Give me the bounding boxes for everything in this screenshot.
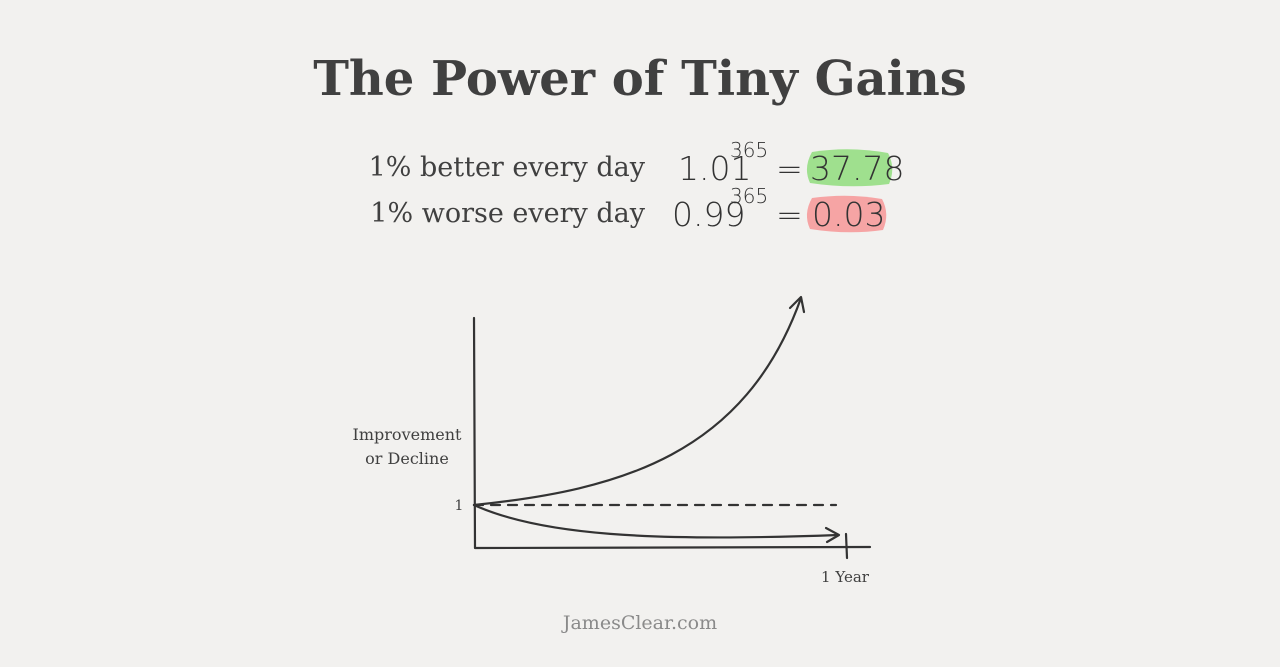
equation-equals: = — [776, 196, 803, 234]
baseline-label: 1 — [455, 498, 464, 514]
y-label: Improvement — [353, 425, 462, 444]
equation-exponent: 365 — [730, 184, 768, 208]
equation-base: 1.01 — [678, 149, 751, 188]
x-label: 1 Year — [821, 568, 870, 586]
axes — [472, 316, 872, 550]
year-tick — [844, 532, 849, 560]
growth-arrowhead — [788, 295, 806, 314]
y-label: or Decline — [365, 449, 449, 468]
title: The Power of Tiny Gains — [313, 51, 967, 107]
decline-arrowhead — [824, 526, 841, 544]
equation-result: 37.78 — [810, 149, 904, 188]
red-highlight — [806, 195, 887, 233]
green-highlight — [806, 149, 893, 187]
equation-exponent: 365 — [730, 138, 768, 162]
equation-label: 1% worse every day — [370, 198, 645, 229]
footer: JamesClear.com — [561, 612, 717, 634]
equation-result: 0.03 — [812, 195, 885, 234]
growth-curve — [472, 296, 803, 507]
decline-curve — [472, 503, 840, 539]
equation-base: 0.99 — [672, 195, 745, 234]
equation-label: 1% better every day — [369, 152, 646, 183]
equation-equals: = — [776, 150, 803, 188]
